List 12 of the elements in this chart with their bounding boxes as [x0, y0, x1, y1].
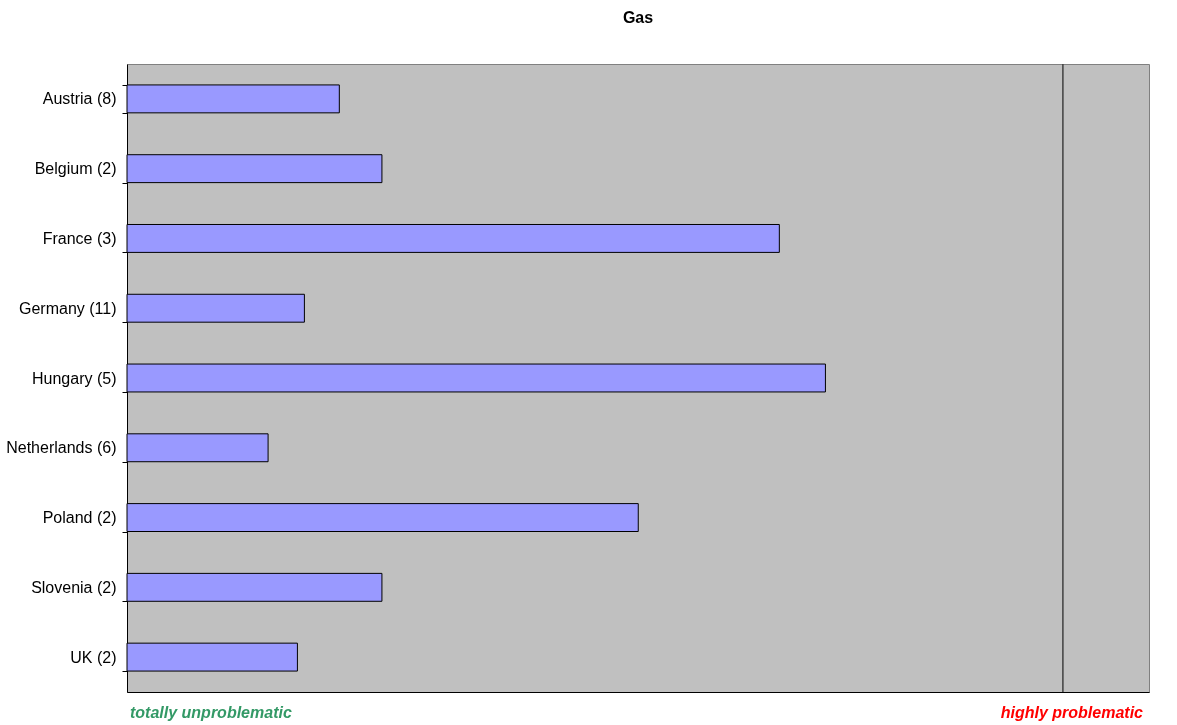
- text: highly problematic: [1000, 704, 1144, 721]
- text: totally unproblematic: [130, 704, 292, 721]
- y-tick-label: Belgium (2): [34, 160, 117, 178]
- y-tick-label: Poland (2): [42, 509, 117, 527]
- y-tick-label: France (3): [42, 229, 117, 247]
- y-tick-label: Hungary (5): [32, 369, 117, 387]
- y-tick-label: Netherlands (6): [6, 439, 117, 457]
- y-tick-label: Austria (8): [42, 90, 117, 108]
- y-tick-label: Germany (11): [18, 299, 117, 317]
- chart-title: Gas: [622, 9, 654, 26]
- y-tick-label: UK (2): [70, 648, 117, 666]
- y-tick-label: Slovenia (2): [31, 578, 117, 596]
